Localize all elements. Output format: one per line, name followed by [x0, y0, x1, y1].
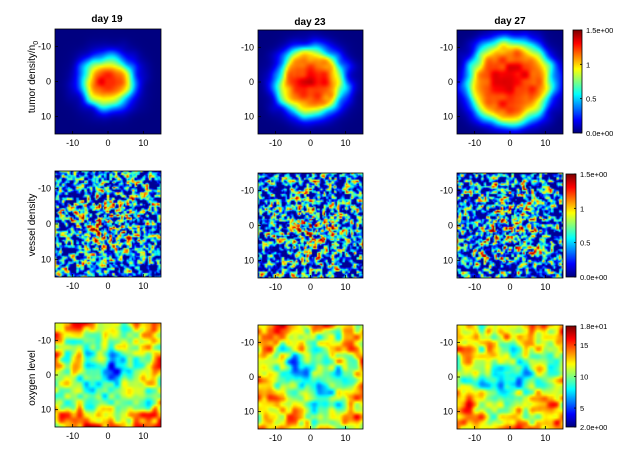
- y-tick-label: 0: [249, 77, 254, 87]
- y-tick-label: 10: [41, 112, 51, 122]
- y-tick-label: 10: [244, 112, 254, 122]
- x-tick-label: 10: [340, 433, 350, 443]
- title-day-23: day 23: [294, 17, 326, 28]
- y-tick-label: 10: [443, 407, 453, 417]
- x-tick-label: 0: [507, 138, 512, 148]
- colorbar-tick-label: 0.0e+00: [586, 129, 613, 138]
- x-tick-label: 10: [138, 281, 148, 291]
- colorbar-tick-label: 5: [580, 404, 584, 413]
- heatmap-vessel-2: [258, 173, 363, 278]
- y-tick-label: 0: [448, 77, 453, 87]
- x-tick-label: 10: [540, 138, 550, 148]
- heatmap-oxygen-1: [55, 323, 161, 427]
- colorbar-tick-label: 0.5: [586, 95, 596, 104]
- x-tick-label: 0: [105, 281, 110, 291]
- colorbar-tick-label: 15: [580, 341, 588, 350]
- y-tick-label: -10: [440, 186, 453, 196]
- x-tick-label: 0: [507, 433, 512, 443]
- y-tick-label: 10: [443, 112, 453, 122]
- colorbar-tick-label: 0.0e+00: [580, 273, 607, 282]
- x-tick-label: -10: [468, 433, 481, 443]
- row-label-oxygen: oxygen level: [27, 350, 38, 406]
- x-tick-label: 10: [340, 138, 350, 148]
- y-tick-label: 10: [443, 256, 453, 266]
- y-tick-label: 10: [244, 256, 254, 266]
- x-tick-label: -10: [66, 138, 79, 148]
- colorbar-tick-label: 1.8e+01: [580, 322, 607, 331]
- y-tick-label: -10: [440, 42, 453, 52]
- x-tick-label: 0: [105, 138, 110, 148]
- x-tick-label: 0: [308, 138, 313, 148]
- heatmap-oxygen-2: [258, 325, 363, 429]
- colorbar-tick-label: 1: [580, 204, 584, 213]
- y-tick-label: -10: [440, 337, 453, 347]
- y-tick-label: 0: [249, 221, 254, 231]
- x-tick-label: 10: [340, 282, 350, 292]
- colorbar-tumor: [573, 30, 582, 133]
- y-tick-label: 0: [46, 77, 51, 87]
- title-day-27: day 27: [494, 16, 526, 27]
- x-tick-label: -10: [66, 431, 79, 441]
- x-tick-label: 10: [138, 431, 148, 441]
- x-tick-label: 10: [540, 282, 550, 292]
- heatmap-vessel-3: [457, 173, 563, 278]
- heatmap-vessel-1: [55, 171, 161, 277]
- y-tick-label: 10: [41, 405, 51, 415]
- x-tick-label: 0: [105, 431, 110, 441]
- y-tick-label: -10: [38, 42, 51, 52]
- colorbar-frame: [572, 29, 583, 134]
- heatmap-tumor-3: [457, 30, 563, 134]
- colorbar-tick-label: 0.5: [580, 239, 590, 248]
- x-tick-label: -10: [269, 433, 282, 443]
- x-tick-label: -10: [269, 282, 282, 292]
- heatmap-tumor-2: [258, 30, 363, 134]
- y-tick-label: -10: [38, 335, 51, 345]
- y-tick-label: 0: [448, 221, 453, 231]
- x-tick-label: 0: [308, 433, 313, 443]
- x-tick-label: 0: [507, 282, 512, 292]
- heatmap-oxygen-3: [457, 325, 563, 429]
- x-tick-label: -10: [468, 138, 481, 148]
- x-tick-label: 10: [138, 138, 148, 148]
- colorbar-tick-label: 1: [586, 60, 590, 69]
- y-tick-label: -10: [241, 186, 254, 196]
- x-tick-label: -10: [468, 282, 481, 292]
- colorbar-tick-label: 2.0e+00: [580, 423, 607, 432]
- x-tick-label: 0: [308, 282, 313, 292]
- x-tick-label: 10: [540, 433, 550, 443]
- y-tick-label: 0: [249, 372, 254, 382]
- colorbar-vessel: [566, 174, 576, 277]
- colorbar-tick-label: 10: [580, 373, 588, 382]
- y-tick-label: 0: [46, 370, 51, 380]
- colorbar-frame: [565, 173, 577, 278]
- colorbar-tick-label: 1.5e+00: [586, 26, 613, 35]
- x-tick-label: -10: [66, 281, 79, 291]
- colorbar-oxygen: [566, 326, 576, 427]
- y-tick-label: 10: [41, 254, 51, 264]
- row-label-tumor: tumor density/n0: [27, 41, 40, 113]
- heatmap-tumor-1: [55, 29, 161, 134]
- x-tick-label: -10: [269, 138, 282, 148]
- y-tick-label: -10: [38, 184, 51, 194]
- y-tick-label: -10: [241, 337, 254, 347]
- y-tick-label: 10: [244, 407, 254, 417]
- y-tick-label: -10: [241, 42, 254, 52]
- y-tick-label: 0: [448, 372, 453, 382]
- title-day-19: day 19: [91, 14, 123, 25]
- y-tick-label: 0: [46, 219, 51, 229]
- colorbar-tick-label: 1.5e+00: [580, 170, 607, 179]
- row-label-vessel: vessel density: [27, 194, 38, 257]
